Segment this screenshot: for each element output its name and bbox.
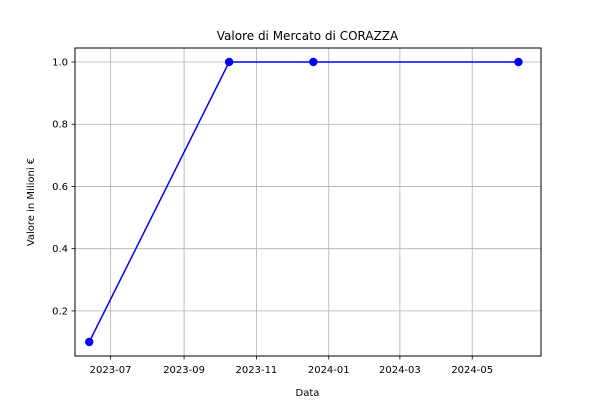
y-axis: 0.2 0.4 0.6 0.8 1.0 [52,58,75,317]
x-tick-label: 2024-05 [451,365,493,376]
x-tick-label: 2023-07 [90,365,132,376]
x-axis-label: Data [296,388,320,399]
data-point [85,337,94,347]
data-point [224,57,234,67]
y-tick-label: 0.2 [52,306,68,317]
data-point [514,57,523,67]
y-tick-label: 1.0 [52,58,68,69]
x-tick-label: 2024-01 [308,365,350,376]
x-tick-label: 2023-09 [163,365,205,376]
y-tick-label: 0.4 [52,244,68,255]
y-tick-label: 0.8 [52,120,68,131]
data-point [309,57,318,67]
series-line [88,61,519,343]
x-tick-label: 2024-03 [379,365,421,376]
x-axis: 2023-07 2023-09 2023-11 2024-01 2024-03 2024-… [90,356,493,376]
x-tick-label: 2023-11 [236,365,278,376]
series-layer [85,57,523,347]
chart-title: Valore di Mercato di CORAZZA [217,29,399,43]
y-axis-label: Valore in Milioni € [26,158,37,246]
plot-frame [74,47,542,357]
y-tick-label: 0.6 [52,182,68,193]
